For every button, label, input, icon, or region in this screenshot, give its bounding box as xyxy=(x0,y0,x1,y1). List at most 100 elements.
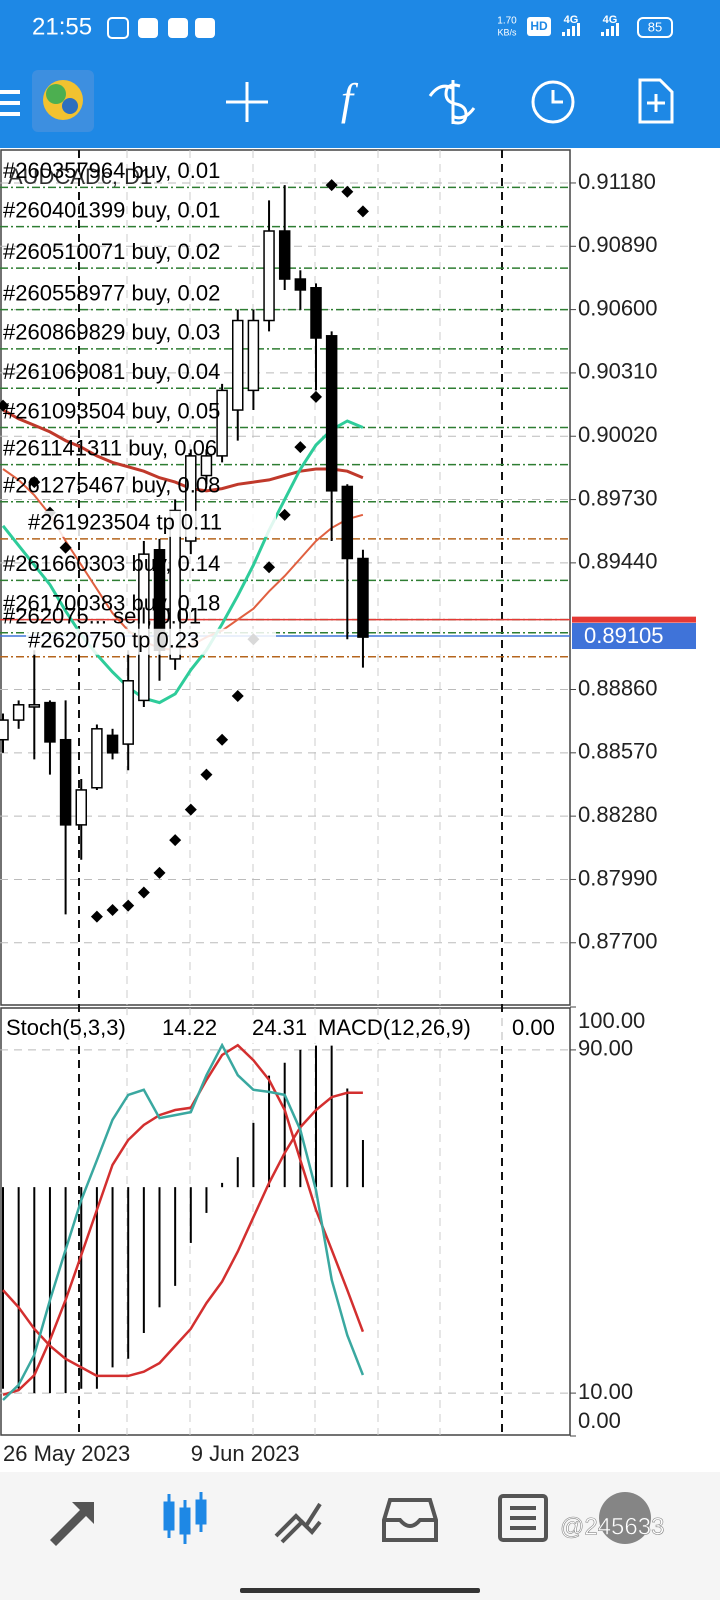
candle-body xyxy=(0,719,9,741)
candle-body xyxy=(200,455,213,477)
x-tick-label: 9 Jun 2023 xyxy=(191,1441,300,1466)
sar-dot xyxy=(122,899,135,912)
sar-dot xyxy=(59,541,72,554)
candle-body xyxy=(12,704,25,721)
candle-body xyxy=(75,789,87,826)
order-label: #261275467 buy, 0.08 xyxy=(3,473,220,498)
app-bar xyxy=(0,0,720,148)
candle-body xyxy=(106,734,119,754)
notification-icons xyxy=(107,17,215,39)
chart-title: AUDCADc, D1 xyxy=(8,164,152,189)
order-label: #261141311 buy, 0.06 xyxy=(3,435,217,460)
order-label: #2620750 tp 0.23 xyxy=(28,628,199,653)
sar-dot xyxy=(263,561,276,574)
y-tick-label: 0.88280 xyxy=(578,802,658,827)
candle-body xyxy=(341,485,354,560)
network-type: 4G xyxy=(603,14,618,26)
stoch-main-value: 14.22 xyxy=(162,1015,217,1040)
sar-dot xyxy=(184,803,197,816)
sar-dot xyxy=(137,886,150,899)
sar-dot xyxy=(0,399,9,412)
y-tick-label: 90.00 xyxy=(578,1036,633,1061)
order-label-bg xyxy=(26,628,276,655)
candle-body xyxy=(357,557,369,638)
y-tick-label: 0.90020 xyxy=(578,422,658,447)
quotes-tab[interactable] xyxy=(50,1502,94,1546)
sar-dot xyxy=(278,508,291,521)
y-tick-label: 10.00 xyxy=(578,1379,633,1404)
order-label: #261923504 tp 0.11 xyxy=(28,510,222,535)
net-speed: 1.70 xyxy=(497,16,517,27)
sar-dot xyxy=(325,179,338,192)
candle-body xyxy=(294,278,307,291)
app-logo[interactable] xyxy=(32,70,94,132)
timeframe-button[interactable] xyxy=(531,80,575,124)
order-label: #261700383 buy, 0.18 xyxy=(3,590,220,615)
macd-signal xyxy=(2,1091,363,1378)
home-indicator xyxy=(240,1588,480,1593)
history-tab[interactable] xyxy=(382,1498,438,1542)
y-tick-label: 0.90890 xyxy=(578,232,658,257)
candle-body xyxy=(247,319,260,392)
order-label: #260558977 buy, 0.02 xyxy=(3,280,220,305)
candle-body xyxy=(122,680,134,745)
sar-dot xyxy=(231,690,244,703)
y-tick-label: 100.00 xyxy=(578,1008,645,1033)
trade-button[interactable] xyxy=(428,80,476,125)
chart-tab[interactable] xyxy=(163,1492,207,1544)
crosshair-button[interactable] xyxy=(226,82,268,122)
order-label: #260510071 buy, 0.02 xyxy=(3,239,220,264)
moving-average xyxy=(1,419,364,705)
stoch-signal xyxy=(2,1043,365,1396)
y-tick-label: 0.88570 xyxy=(578,739,658,764)
sar-dot xyxy=(28,476,41,489)
order-label: #261069081 buy, 0.04 xyxy=(3,359,220,384)
sar-dot xyxy=(106,904,119,917)
stoch-label: Stoch(5,3,3) xyxy=(6,1015,126,1040)
y-tick-label: 0.89440 xyxy=(578,549,658,574)
messages-tab[interactable] xyxy=(599,1492,651,1544)
order-label: #261660303 buy, 0.14 xyxy=(3,551,220,576)
sar-dot xyxy=(169,834,182,847)
watermark: @245633 xyxy=(560,1513,664,1540)
stoch-signal-value: 24.31 xyxy=(252,1015,307,1040)
sar-dot xyxy=(200,768,213,781)
candle-body xyxy=(169,509,181,660)
menu-button[interactable] xyxy=(0,90,20,116)
y-tick-label: 0.89730 xyxy=(578,485,658,510)
oscillator-header-bg xyxy=(3,1015,568,1043)
y-tick-label: 0.87990 xyxy=(578,865,658,890)
candle-body xyxy=(232,319,244,411)
candle-body xyxy=(278,230,291,280)
new-order-button[interactable] xyxy=(638,78,674,124)
main-plot xyxy=(0,149,571,1006)
candle-body xyxy=(310,287,322,339)
candle-body xyxy=(138,553,150,702)
candle-body xyxy=(91,728,103,789)
order-label-bg xyxy=(26,510,276,537)
y-tick-label: 0.88860 xyxy=(578,675,658,700)
bid-marker xyxy=(572,623,696,650)
signal-bars xyxy=(601,23,619,36)
order-label: #260357964 buy, 0.01 xyxy=(3,158,220,183)
sar-dot xyxy=(294,441,307,454)
candle-body xyxy=(216,389,228,457)
macd-label: MACD(12,26,9) xyxy=(318,1015,471,1040)
sar-dot xyxy=(216,733,229,746)
signal-bars xyxy=(562,23,580,36)
news-tab[interactable] xyxy=(498,1494,548,1542)
network-type: 4G xyxy=(564,14,579,26)
y-tick-label: 0.90310 xyxy=(578,359,658,384)
chart-area: 0.91180 0.90890 0.90600 0.90310 0.90020 0.897… xyxy=(0,149,696,1466)
net-speed-unit: KB/s xyxy=(497,27,517,37)
candle-body xyxy=(28,704,41,708)
ask-marker xyxy=(572,616,696,623)
battery xyxy=(637,17,673,38)
trade-tab[interactable] xyxy=(274,1502,322,1544)
y-tick-label: 0.90600 xyxy=(578,295,658,320)
order-label: #262075... sell, 0.01 xyxy=(3,604,201,629)
hd-label: HD xyxy=(530,19,548,33)
status-time: 21:55 xyxy=(32,13,92,40)
